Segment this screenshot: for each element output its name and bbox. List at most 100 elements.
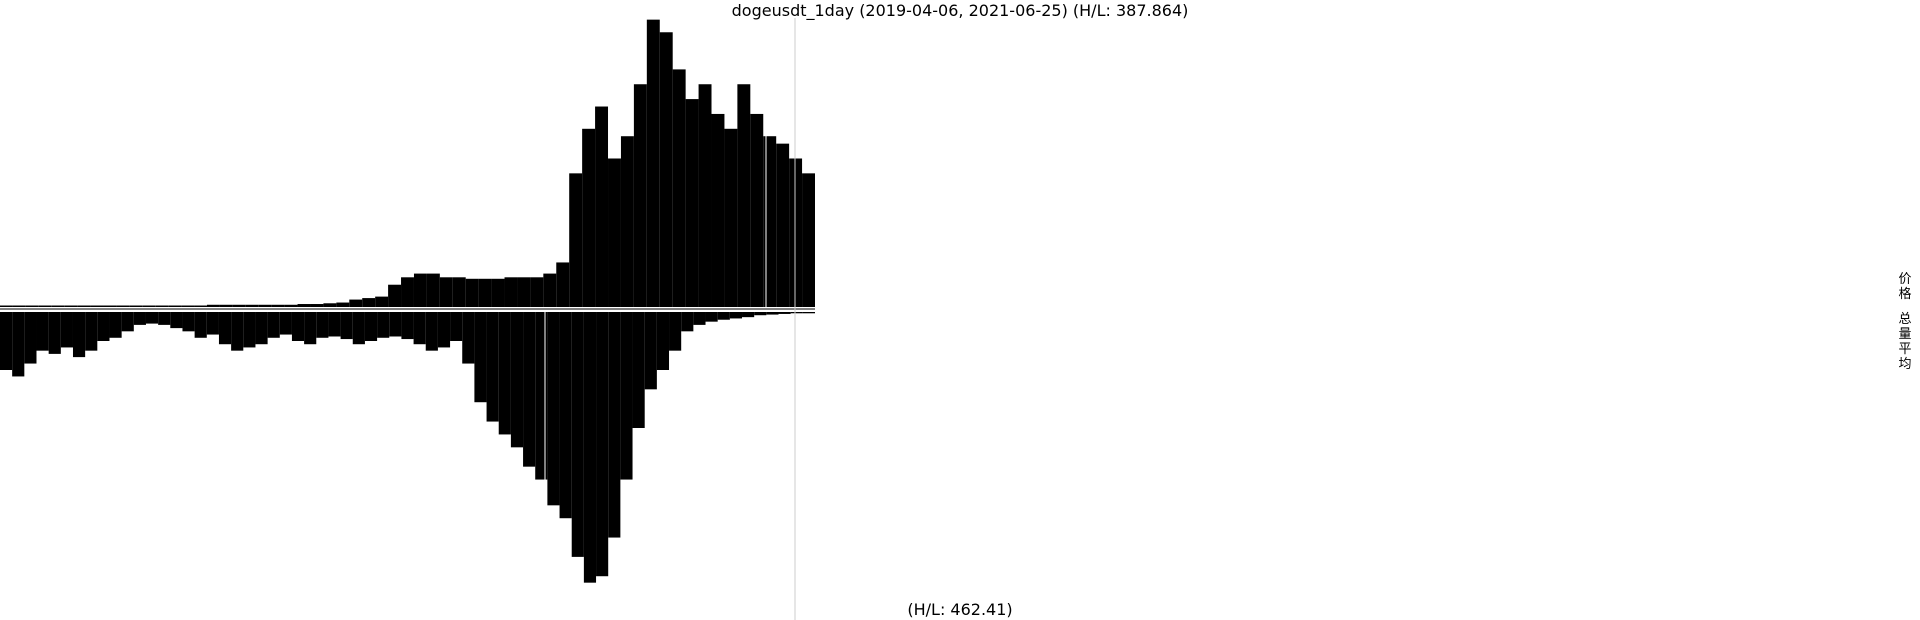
price-bar	[750, 113, 764, 307]
price-bar	[491, 278, 505, 307]
price-bar	[116, 305, 130, 307]
price-bar	[439, 277, 453, 307]
price-bar	[362, 298, 376, 307]
price-bar	[284, 304, 298, 307]
price-bar	[181, 305, 195, 307]
price-bar	[375, 296, 389, 307]
price-bar	[698, 84, 712, 307]
volume-avg-bar	[267, 312, 280, 338]
price-bar	[258, 304, 272, 307]
volume-avg-bar	[304, 312, 317, 345]
volume-avg-bar	[194, 312, 207, 338]
chart-title: dogeusdt_1day (2019-04-06, 2021-06-25) (…	[0, 0, 1920, 22]
volume-avg-bar	[182, 312, 195, 332]
volume-avg-bar	[328, 312, 341, 337]
price-bar	[349, 299, 363, 307]
price-bar	[90, 305, 104, 307]
price-bar	[711, 113, 725, 307]
volume-avg-bar	[681, 312, 694, 332]
volume-avg-bar	[790, 312, 803, 314]
price-bar	[51, 305, 65, 307]
price-bar	[271, 304, 285, 307]
price-bar	[194, 305, 207, 307]
volume-avg-bar	[145, 312, 159, 324]
price-bar	[776, 143, 790, 307]
price-bar	[64, 305, 78, 307]
volume-avg-bar	[778, 312, 791, 314]
volume-avg-bar	[389, 312, 402, 337]
volume-avg-bar	[279, 312, 292, 335]
price-bar	[724, 128, 738, 307]
price-bar	[633, 84, 647, 307]
price-bar	[155, 305, 169, 307]
volume-avg-bar	[656, 312, 670, 371]
price-bar	[452, 277, 466, 307]
volume-avg-bar	[97, 312, 110, 342]
legend-item-price: 价格	[1898, 272, 1912, 302]
volume-avg-bar	[571, 312, 584, 557]
volume-avg-bar	[754, 312, 767, 316]
volume-avg-bar	[0, 312, 13, 371]
price-bar	[789, 158, 803, 307]
price-bar	[245, 304, 259, 307]
price-bar	[413, 273, 427, 307]
volume-avg-bar	[133, 312, 146, 325]
volume-avg-bar	[36, 312, 49, 351]
volume-avg-bar	[596, 312, 609, 577]
volume-avg-bar	[85, 312, 98, 351]
volume-avg-bar	[218, 312, 232, 345]
volume-avg-bar	[705, 312, 718, 322]
volume-avg-bar	[644, 312, 657, 390]
volume-avg-bar	[48, 312, 61, 354]
chart-subtitle: (H/L: 462.41)	[907, 600, 1013, 619]
volume-avg-bar	[717, 312, 730, 320]
price-bar	[206, 304, 220, 307]
price-bar	[465, 278, 479, 307]
price-bar	[219, 304, 233, 307]
volume-avg-bar	[425, 312, 438, 351]
price-bar	[310, 304, 324, 307]
volume-avg-bar	[121, 312, 134, 332]
price-bar	[0, 305, 13, 307]
volume-avg-bar	[535, 312, 548, 480]
volume-avg-bar	[669, 312, 682, 351]
price-bar	[595, 106, 609, 307]
volume-avg-bar	[109, 312, 122, 338]
volume-avg-bar	[243, 312, 256, 348]
volume-avg-bar	[498, 312, 511, 435]
price-bar	[426, 273, 440, 307]
volume-avg-bar	[559, 312, 572, 519]
volume-avg-bar	[766, 312, 779, 315]
volume-avg-bar	[547, 312, 560, 506]
price-bar	[297, 304, 311, 307]
price-bar	[168, 305, 182, 307]
volume-avg-bar	[632, 312, 645, 429]
volume-avg-bar	[729, 312, 743, 319]
volume-avg-bar	[523, 312, 536, 467]
price-bar	[232, 304, 246, 307]
volume-avg-bar	[255, 312, 268, 345]
price-bar	[12, 305, 26, 307]
price-bar	[77, 305, 91, 307]
price-bar	[142, 305, 156, 307]
price-bar	[129, 305, 143, 307]
volume-avg-bar	[693, 312, 706, 325]
volume-avg-bar	[291, 312, 305, 342]
price-bar	[103, 305, 117, 307]
price-bar	[646, 19, 660, 308]
price-bar	[582, 128, 596, 307]
volume-avg-bar	[340, 312, 353, 340]
volume-avg-bar	[474, 312, 487, 403]
volume-avg-bar	[510, 312, 524, 448]
price-bar	[25, 305, 39, 307]
chart-title-text: dogeusdt_1day (2019-04-06, 2021-06-25) (…	[731, 1, 1189, 20]
price-bar	[478, 278, 492, 307]
volume-avg-bar	[60, 312, 73, 348]
price-bar	[659, 32, 673, 307]
price-bar	[802, 173, 815, 307]
price-bar	[388, 284, 402, 307]
price-bar	[323, 303, 337, 307]
volume-avg-bar	[583, 312, 597, 583]
price-bar	[685, 99, 699, 307]
price-bar	[608, 158, 621, 307]
